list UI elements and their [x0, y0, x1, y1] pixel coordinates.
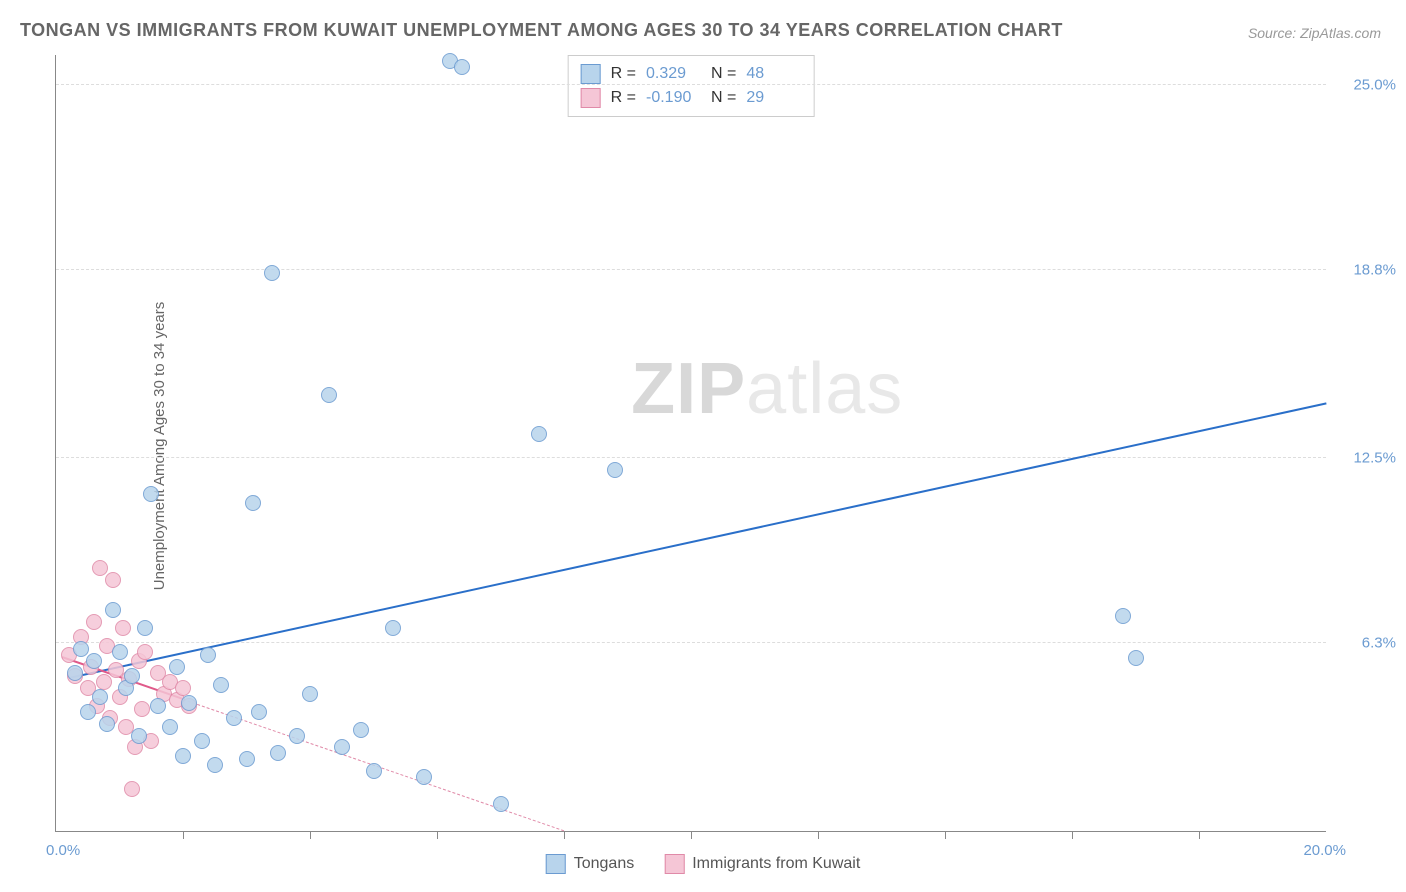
data-point: [207, 757, 223, 773]
y-tick-label: 18.8%: [1353, 261, 1396, 278]
legend-row-series-1: R = -0.190 N = 29: [581, 86, 802, 110]
r-label: R =: [611, 89, 636, 107]
x-tick: [437, 831, 438, 839]
legend-item-series-1: Immigrants from Kuwait: [664, 854, 860, 874]
y-tick-label: 12.5%: [1353, 449, 1396, 466]
legend-swatch-series-0: [581, 64, 601, 84]
data-point: [96, 674, 112, 690]
data-point: [334, 739, 350, 755]
data-point: [80, 704, 96, 720]
data-point: [137, 620, 153, 636]
data-point: [124, 781, 140, 797]
n-value-series-0: 48: [746, 65, 801, 83]
data-point: [169, 659, 185, 675]
data-point: [175, 680, 191, 696]
data-point: [200, 647, 216, 663]
data-point: [134, 701, 150, 717]
data-point: [213, 677, 229, 693]
legend-swatch-series-1-bottom: [664, 854, 684, 874]
data-point: [245, 495, 261, 511]
watermark-bold: ZIP: [631, 349, 746, 429]
data-point: [1128, 650, 1144, 666]
legend-item-series-0: Tongans: [546, 854, 635, 874]
trend-line: [68, 402, 1326, 679]
data-point: [86, 614, 102, 630]
data-point: [124, 668, 140, 684]
data-point: [264, 265, 280, 281]
data-point: [251, 704, 267, 720]
y-tick-label: 25.0%: [1353, 76, 1396, 93]
data-point: [270, 745, 286, 761]
legend-label-series-1: Immigrants from Kuwait: [692, 855, 860, 873]
x-tick: [818, 831, 819, 839]
data-point: [226, 710, 242, 726]
data-point: [73, 641, 89, 657]
data-point: [353, 722, 369, 738]
data-point: [162, 719, 178, 735]
x-tick: [1199, 831, 1200, 839]
data-point: [181, 695, 197, 711]
x-tick: [945, 831, 946, 839]
watermark: ZIPatlas: [631, 348, 903, 430]
n-label: N =: [711, 89, 736, 107]
data-point: [194, 733, 210, 749]
correlation-legend: R = 0.329 N = 48 R = -0.190 N = 29: [568, 55, 815, 117]
x-tick: [691, 831, 692, 839]
data-point: [137, 644, 153, 660]
gridline: [56, 269, 1326, 270]
data-point: [131, 728, 147, 744]
data-point: [321, 387, 337, 403]
data-point: [92, 689, 108, 705]
data-point: [175, 748, 191, 764]
x-tick: [310, 831, 311, 839]
data-point: [416, 769, 432, 785]
chart-title: TONGAN VS IMMIGRANTS FROM KUWAIT UNEMPLO…: [20, 20, 1063, 41]
data-point: [607, 462, 623, 478]
data-point: [105, 572, 121, 588]
watermark-light: atlas: [746, 349, 903, 429]
data-point: [105, 602, 121, 618]
chart-container: TONGAN VS IMMIGRANTS FROM KUWAIT UNEMPLO…: [0, 0, 1406, 892]
r-value-series-0: 0.329: [646, 65, 701, 83]
data-point: [143, 486, 159, 502]
source-attribution: Source: ZipAtlas.com: [1248, 25, 1381, 41]
r-label: R =: [611, 65, 636, 83]
gridline: [56, 642, 1326, 643]
data-point: [239, 751, 255, 767]
data-point: [92, 560, 108, 576]
r-value-series-1: -0.190: [646, 89, 701, 107]
data-point: [493, 796, 509, 812]
x-tick: [564, 831, 565, 839]
data-point: [150, 698, 166, 714]
series-legend: Tongans Immigrants from Kuwait: [546, 854, 861, 874]
data-point: [302, 686, 318, 702]
legend-label-series-0: Tongans: [574, 855, 635, 873]
data-point: [366, 763, 382, 779]
data-point: [99, 716, 115, 732]
x-tick: [1072, 831, 1073, 839]
data-point: [289, 728, 305, 744]
n-label: N =: [711, 65, 736, 83]
data-point: [531, 426, 547, 442]
gridline: [56, 84, 1326, 85]
data-point: [67, 665, 83, 681]
y-tick-label: 6.3%: [1362, 634, 1396, 651]
data-point: [115, 620, 131, 636]
legend-swatch-series-1: [581, 88, 601, 108]
legend-swatch-series-0-bottom: [546, 854, 566, 874]
data-point: [454, 59, 470, 75]
x-tick: [183, 831, 184, 839]
data-point: [1115, 608, 1131, 624]
x-origin-label: 0.0%: [46, 842, 80, 859]
data-point: [86, 653, 102, 669]
plot-area: ZIPatlas 0.0% 20.0% R = 0.329 N = 48 R =…: [55, 55, 1326, 832]
data-point: [112, 644, 128, 660]
data-point: [385, 620, 401, 636]
legend-row-series-0: R = 0.329 N = 48: [581, 62, 802, 86]
n-value-series-1: 29: [746, 89, 801, 107]
x-max-label: 20.0%: [1303, 842, 1346, 859]
gridline: [56, 457, 1326, 458]
